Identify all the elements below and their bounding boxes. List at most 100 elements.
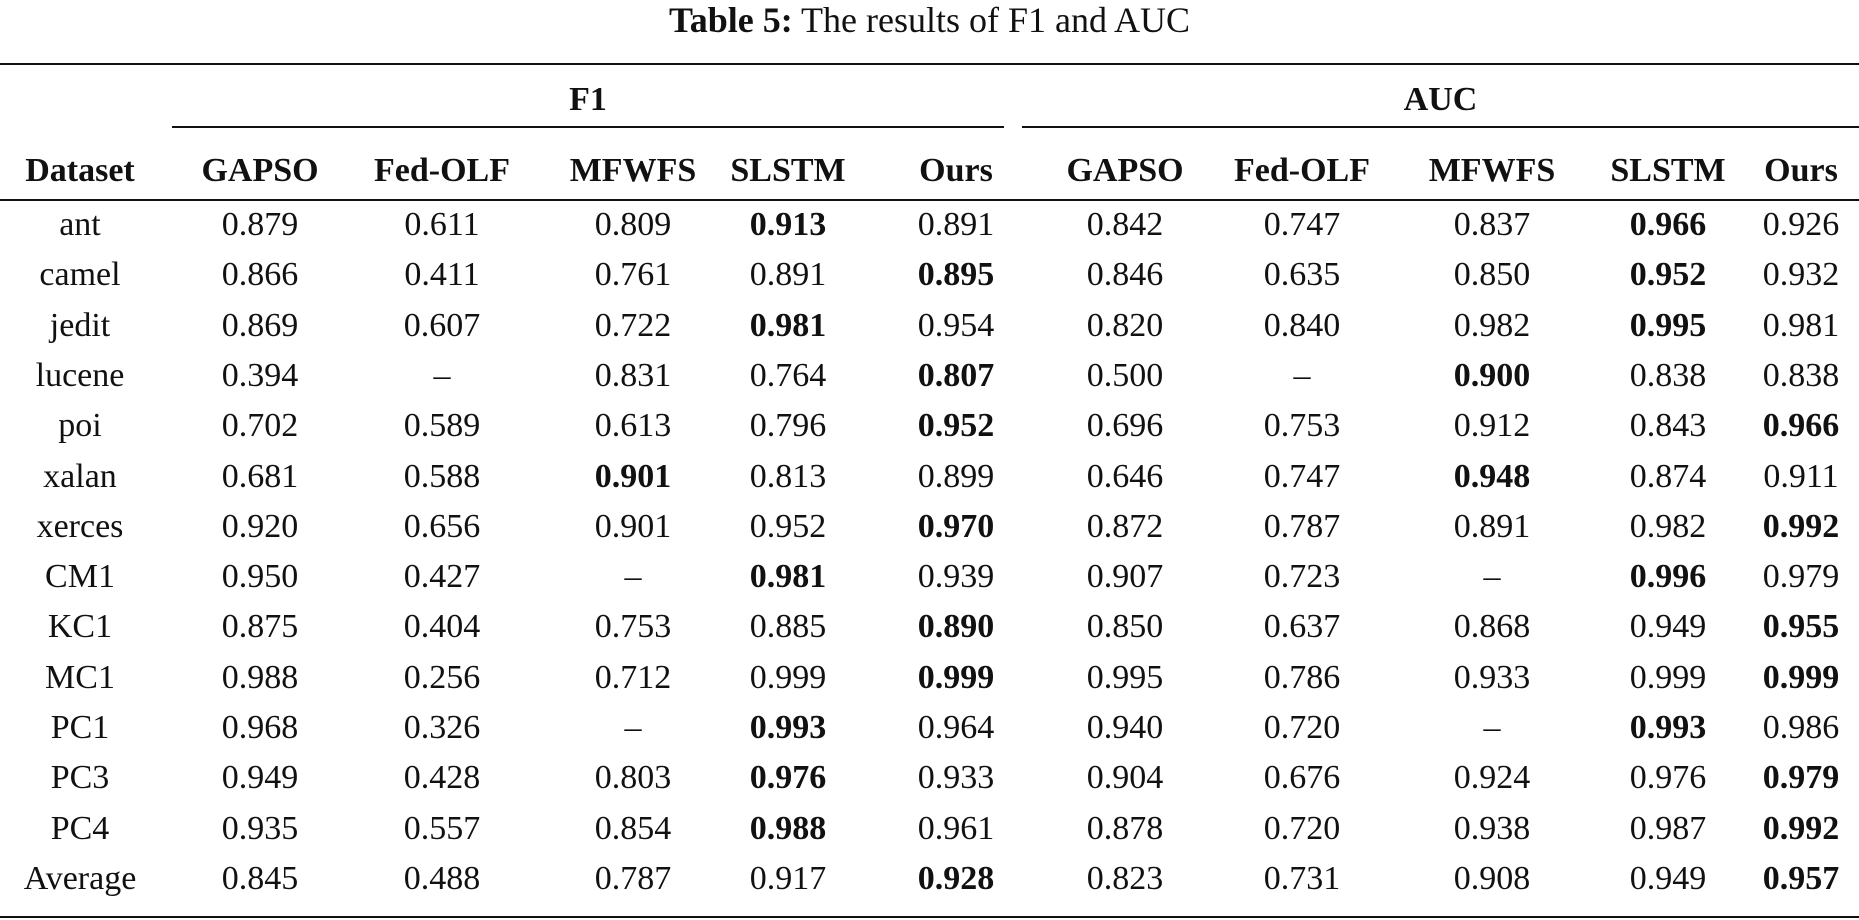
value-cell: 0.723: [1263, 558, 1341, 596]
value-cell: 0.427: [403, 558, 481, 596]
value-cell: 0.747: [1263, 457, 1341, 495]
table-row: lucene 0.394 – 0.831 0.764 0.807 0.500 – 0.900 0.…: [0, 351, 1859, 401]
column-header-dataset: Dataset: [25, 152, 135, 189]
column-header-f1-mfwfs: MFWFS: [569, 152, 697, 189]
value-cell: 0.845: [221, 859, 299, 897]
value-cell: 0.850: [1453, 256, 1531, 294]
value-cell: 0.970: [917, 507, 995, 545]
value-cell: 0.796: [749, 407, 827, 445]
value-cell: 0.838: [1762, 356, 1840, 394]
value-cell: 0.840: [1263, 306, 1341, 344]
group-rule-f1: [172, 126, 1004, 128]
dataset-cell: jedit: [49, 306, 111, 344]
value-cell: 0.747: [1263, 206, 1341, 243]
value-cell: 0.952: [1629, 256, 1707, 294]
bottom-rule: [0, 916, 1859, 918]
value-cell: 0.326: [403, 709, 481, 746]
value-cell: 0.968: [221, 709, 299, 746]
value-cell: 0.933: [917, 759, 995, 797]
value-cell: 0.964: [917, 709, 995, 746]
value-cell: 0.635: [1263, 256, 1341, 294]
value-cell: 0.954: [917, 306, 995, 344]
value-cell: 0.995: [1086, 658, 1164, 696]
value-cell: 0.961: [917, 809, 995, 847]
dataset-cell: MC1: [45, 658, 115, 696]
value-cell: 0.428: [403, 759, 481, 797]
table-row: Average 0.845 0.488 0.787 0.917 0.928 0.823 0.7…: [0, 854, 1859, 904]
table-row: poi 0.702 0.589 0.613 0.796 0.952 0.696 0.753 0.…: [0, 401, 1859, 451]
value-cell: 0.850: [1086, 608, 1164, 646]
value-cell: 0.589: [403, 407, 481, 445]
value-cell: 0.820: [1086, 306, 1164, 344]
value-cell: 0.917: [749, 859, 827, 897]
value-cell: 0.681: [221, 457, 299, 495]
value-cell: 0.913: [749, 206, 827, 243]
value-cell: 0.731: [1263, 859, 1341, 897]
column-header-f1-ours: Ours: [919, 152, 993, 189]
table-row: ant 0.879 0.611 0.809 0.913 0.891 0.842 0.747 0.…: [0, 200, 1859, 250]
dataset-cell: Average: [23, 859, 137, 897]
value-cell: 0.843: [1629, 407, 1707, 445]
value-cell: 0.854: [594, 809, 672, 847]
column-header-row: Dataset GAPSO Fed-OLF MFWFS SLSTM Ours G…: [0, 148, 1859, 194]
column-header-auc-ours: Ours: [1764, 152, 1838, 189]
value-cell: 0.846: [1086, 256, 1164, 294]
value-cell: 0.999: [917, 658, 995, 696]
value-cell: 0.722: [594, 306, 672, 344]
value-cell: 0.899: [917, 457, 995, 495]
value-cell: 0.993: [1629, 709, 1707, 746]
table-row: xerces 0.920 0.656 0.901 0.952 0.970 0.872 0.78…: [0, 502, 1859, 552]
value-cell: 0.842: [1086, 206, 1164, 243]
column-header-auc-mfwfs: MFWFS: [1428, 152, 1556, 189]
value-cell: 0.702: [221, 407, 299, 445]
value-cell: 0.952: [749, 507, 827, 545]
value-cell: 0.813: [749, 457, 827, 495]
value-cell: 0.720: [1263, 709, 1341, 746]
value-cell: 0.611: [404, 206, 480, 243]
value-cell: 0.891: [1453, 507, 1531, 545]
value-cell: 0.831: [594, 356, 672, 394]
value-cell: 0.987: [1629, 809, 1707, 847]
value-cell: 0.803: [594, 759, 672, 797]
group-header-auc: AUC: [1403, 81, 1478, 118]
value-cell: 0.996: [1629, 558, 1707, 596]
value-cell: 0.981: [749, 306, 827, 344]
value-cell: 0.907: [1086, 558, 1164, 596]
value-cell: 0.949: [1629, 608, 1707, 646]
value-cell: 0.988: [221, 658, 299, 696]
value-cell: 0.952: [917, 407, 995, 445]
value-cell: –: [1483, 709, 1501, 746]
value-cell: 0.904: [1086, 759, 1164, 797]
dataset-cell: xalan: [43, 457, 117, 495]
column-header-f1-fed-olf: Fed-OLF: [374, 152, 510, 189]
value-cell: –: [624, 709, 642, 746]
value-cell: 0.966: [1629, 206, 1707, 243]
table-row: camel 0.866 0.411 0.761 0.891 0.895 0.846 0.635…: [0, 250, 1859, 300]
value-cell: 0.753: [594, 608, 672, 646]
caption-label: Table 5:: [668, 0, 793, 40]
value-cell: 0.656: [403, 507, 481, 545]
value-cell: 0.761: [594, 256, 672, 294]
value-cell: 0.646: [1086, 457, 1164, 495]
table-row: PC3 0.949 0.428 0.803 0.976 0.933 0.904 0.676 0.…: [0, 753, 1859, 803]
value-cell: 0.982: [1629, 507, 1707, 545]
dataset-cell: camel: [39, 256, 121, 294]
table-caption: Table 5: The results of F1 and AUC: [0, 0, 1859, 40]
top-rule: [0, 63, 1859, 65]
value-cell: 0.557: [403, 809, 481, 847]
value-cell: 0.869: [221, 306, 299, 344]
value-cell: 0.955: [1762, 608, 1840, 646]
table-row: jedit 0.869 0.607 0.722 0.981 0.954 0.820 0.840…: [0, 301, 1859, 351]
value-cell: 0.982: [1453, 306, 1531, 344]
dataset-cell: PC3: [50, 759, 110, 797]
value-cell: 0.924: [1453, 759, 1531, 797]
value-cell: 0.866: [221, 256, 299, 294]
value-cell: 0.979: [1762, 759, 1840, 797]
value-cell: 0.995: [1629, 306, 1707, 344]
value-cell: –: [1483, 558, 1501, 596]
value-cell: 0.613: [594, 407, 672, 445]
value-cell: 0.901: [594, 457, 672, 495]
value-cell: –: [1293, 356, 1311, 394]
table-row: PC4 0.935 0.557 0.854 0.988 0.961 0.878 0.720 0.…: [0, 804, 1859, 854]
column-header-auc-gapso: GAPSO: [1066, 152, 1184, 189]
